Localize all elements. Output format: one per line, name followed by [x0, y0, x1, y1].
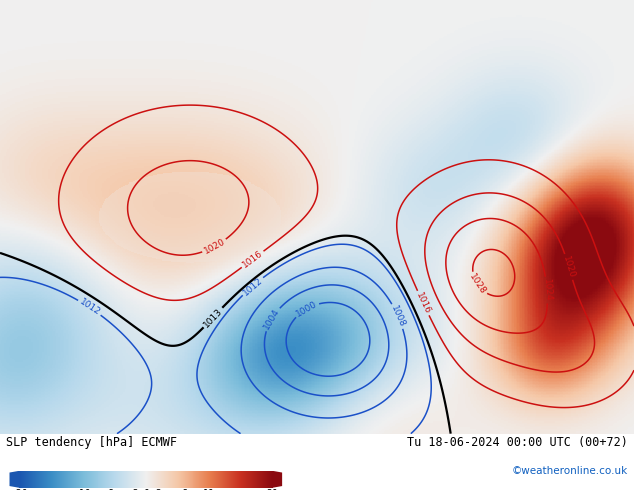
Text: 1020: 1020 [202, 237, 227, 256]
Polygon shape [10, 471, 19, 488]
Text: Tu 18-06-2024 00:00 UTC (00+72): Tu 18-06-2024 00:00 UTC (00+72) [407, 437, 628, 449]
Text: 1013: 1013 [202, 306, 224, 329]
Text: 1012: 1012 [241, 275, 264, 297]
Text: SLP tendency [hPa] ECMWF: SLP tendency [hPa] ECMWF [6, 437, 178, 449]
Text: ©weatheronline.co.uk: ©weatheronline.co.uk [512, 466, 628, 476]
Text: 1016: 1016 [414, 291, 432, 316]
Text: 1020: 1020 [561, 255, 576, 279]
Text: 1000: 1000 [294, 299, 319, 318]
Text: 1028: 1028 [467, 272, 488, 296]
Text: 1016: 1016 [241, 249, 264, 270]
Text: 1004: 1004 [262, 307, 281, 331]
Text: 1008: 1008 [389, 304, 407, 328]
Text: 1012: 1012 [77, 297, 101, 318]
Text: 1024: 1024 [541, 278, 552, 302]
Polygon shape [273, 471, 282, 488]
